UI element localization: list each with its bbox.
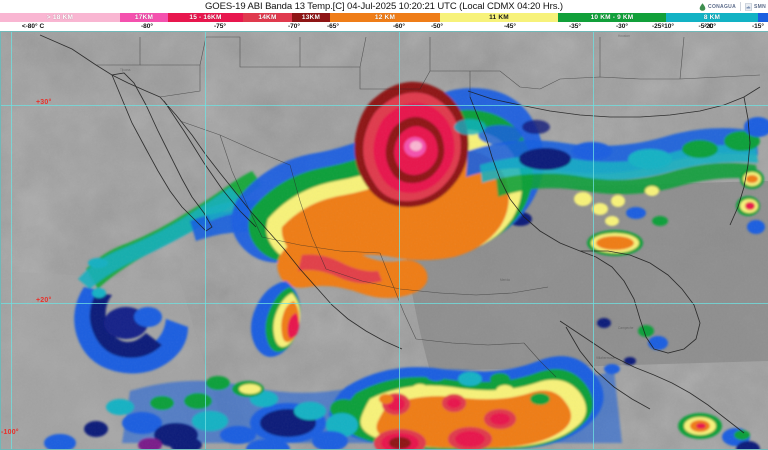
colorbar-segment-6: 11 KM	[440, 13, 558, 22]
temperature-tick-9: -30°	[616, 23, 628, 30]
latitude-gridline-1	[0, 303, 768, 304]
temperature-tick-14: -5° C	[698, 23, 714, 30]
temperature-tick-0: <-80° C	[21, 23, 45, 30]
logo-divider	[739, 2, 741, 11]
longitude-gridline-1	[205, 31, 206, 449]
water-drop-icon	[699, 2, 706, 11]
temperature-tick-4: -65°	[327, 23, 339, 30]
colorbar-segment-8: 8 KM	[666, 13, 758, 22]
svg-text:Campeche: Campeche	[618, 326, 634, 330]
temperature-tick-5: -60°	[393, 23, 405, 30]
colorbar-segment-9: 7 KM	[758, 13, 768, 22]
colorbar-segment-3: 14KM	[243, 13, 292, 22]
temperature-tick-3: -70°	[288, 23, 300, 30]
temperature-tick-labels: <-80° C -80° -75° -70° -65° -60° -50° -45° -35° -…	[0, 22, 768, 31]
longitude-gridline-2	[399, 31, 400, 449]
svg-text:Houston: Houston	[618, 34, 630, 38]
coordinate-grid: +30° +20° -100°	[0, 31, 768, 449]
smn-logo-label: SMN	[753, 3, 766, 10]
temperature-tick-11: -20°	[704, 23, 716, 30]
longitude-label-0: -100°	[1, 429, 19, 436]
temperature-colorbar: > 18 KM 17KM 15 - 16KM 14KM 13KM 12 KM 11 KM 10…	[0, 13, 768, 22]
temperature-tick-12: -15°	[752, 23, 764, 30]
temperature-tick-6: -50°	[431, 23, 443, 30]
svg-text:Villahermosa: Villahermosa	[596, 356, 615, 360]
latitude-label-1: +20°	[36, 297, 52, 304]
agency-logos: CONAGUA SMN	[699, 0, 766, 13]
colorbar-segment-0: > 18 KM	[0, 13, 120, 22]
temperature-tick-7: -45°	[504, 23, 516, 30]
latitude-gridline-0	[0, 105, 768, 106]
longitude-gridline-0	[11, 31, 12, 449]
svg-text:Tijuana: Tijuana	[120, 68, 131, 72]
conagua-logo: CONAGUA	[699, 2, 736, 11]
page-title: GOES-19 ABI Banda 13 Temp.[C] 04-Jul-202…	[205, 1, 563, 12]
smn-logo: SMN	[745, 2, 766, 11]
conagua-logo-label: CONAGUA	[708, 3, 736, 10]
temperature-tick-8: -35°	[569, 23, 581, 30]
temperature-tick-1: -80°	[141, 23, 153, 30]
colorbar-segment-4: 13KM	[292, 13, 330, 22]
infrared-cloudtop-imagery: Tijuana Campeche Villahermosa Houston Me…	[0, 31, 768, 449]
svg-text:Merida: Merida	[500, 278, 510, 282]
colorbar-segment-5: 12 KM	[330, 13, 440, 22]
header-bar: GOES-19 ABI Banda 13 Temp.[C] 04-Jul-202…	[0, 0, 768, 13]
satellite-map[interactable]: Tijuana Campeche Villahermosa Houston Me…	[0, 31, 768, 449]
cloud-icon	[745, 2, 752, 11]
temperature-tick-13: -10°	[662, 23, 674, 30]
temperature-tick-10: -25°	[652, 23, 664, 30]
colorbar-segment-2: 15 - 16KM	[168, 13, 243, 22]
temperature-tick-2: -75°	[214, 23, 226, 30]
colorbar-segment-7: 10 KM - 9 KM	[558, 13, 666, 22]
latitude-label-0: +30°	[36, 99, 52, 106]
longitude-gridline-3	[593, 31, 594, 449]
colorbar-segment-1: 17KM	[120, 13, 168, 22]
